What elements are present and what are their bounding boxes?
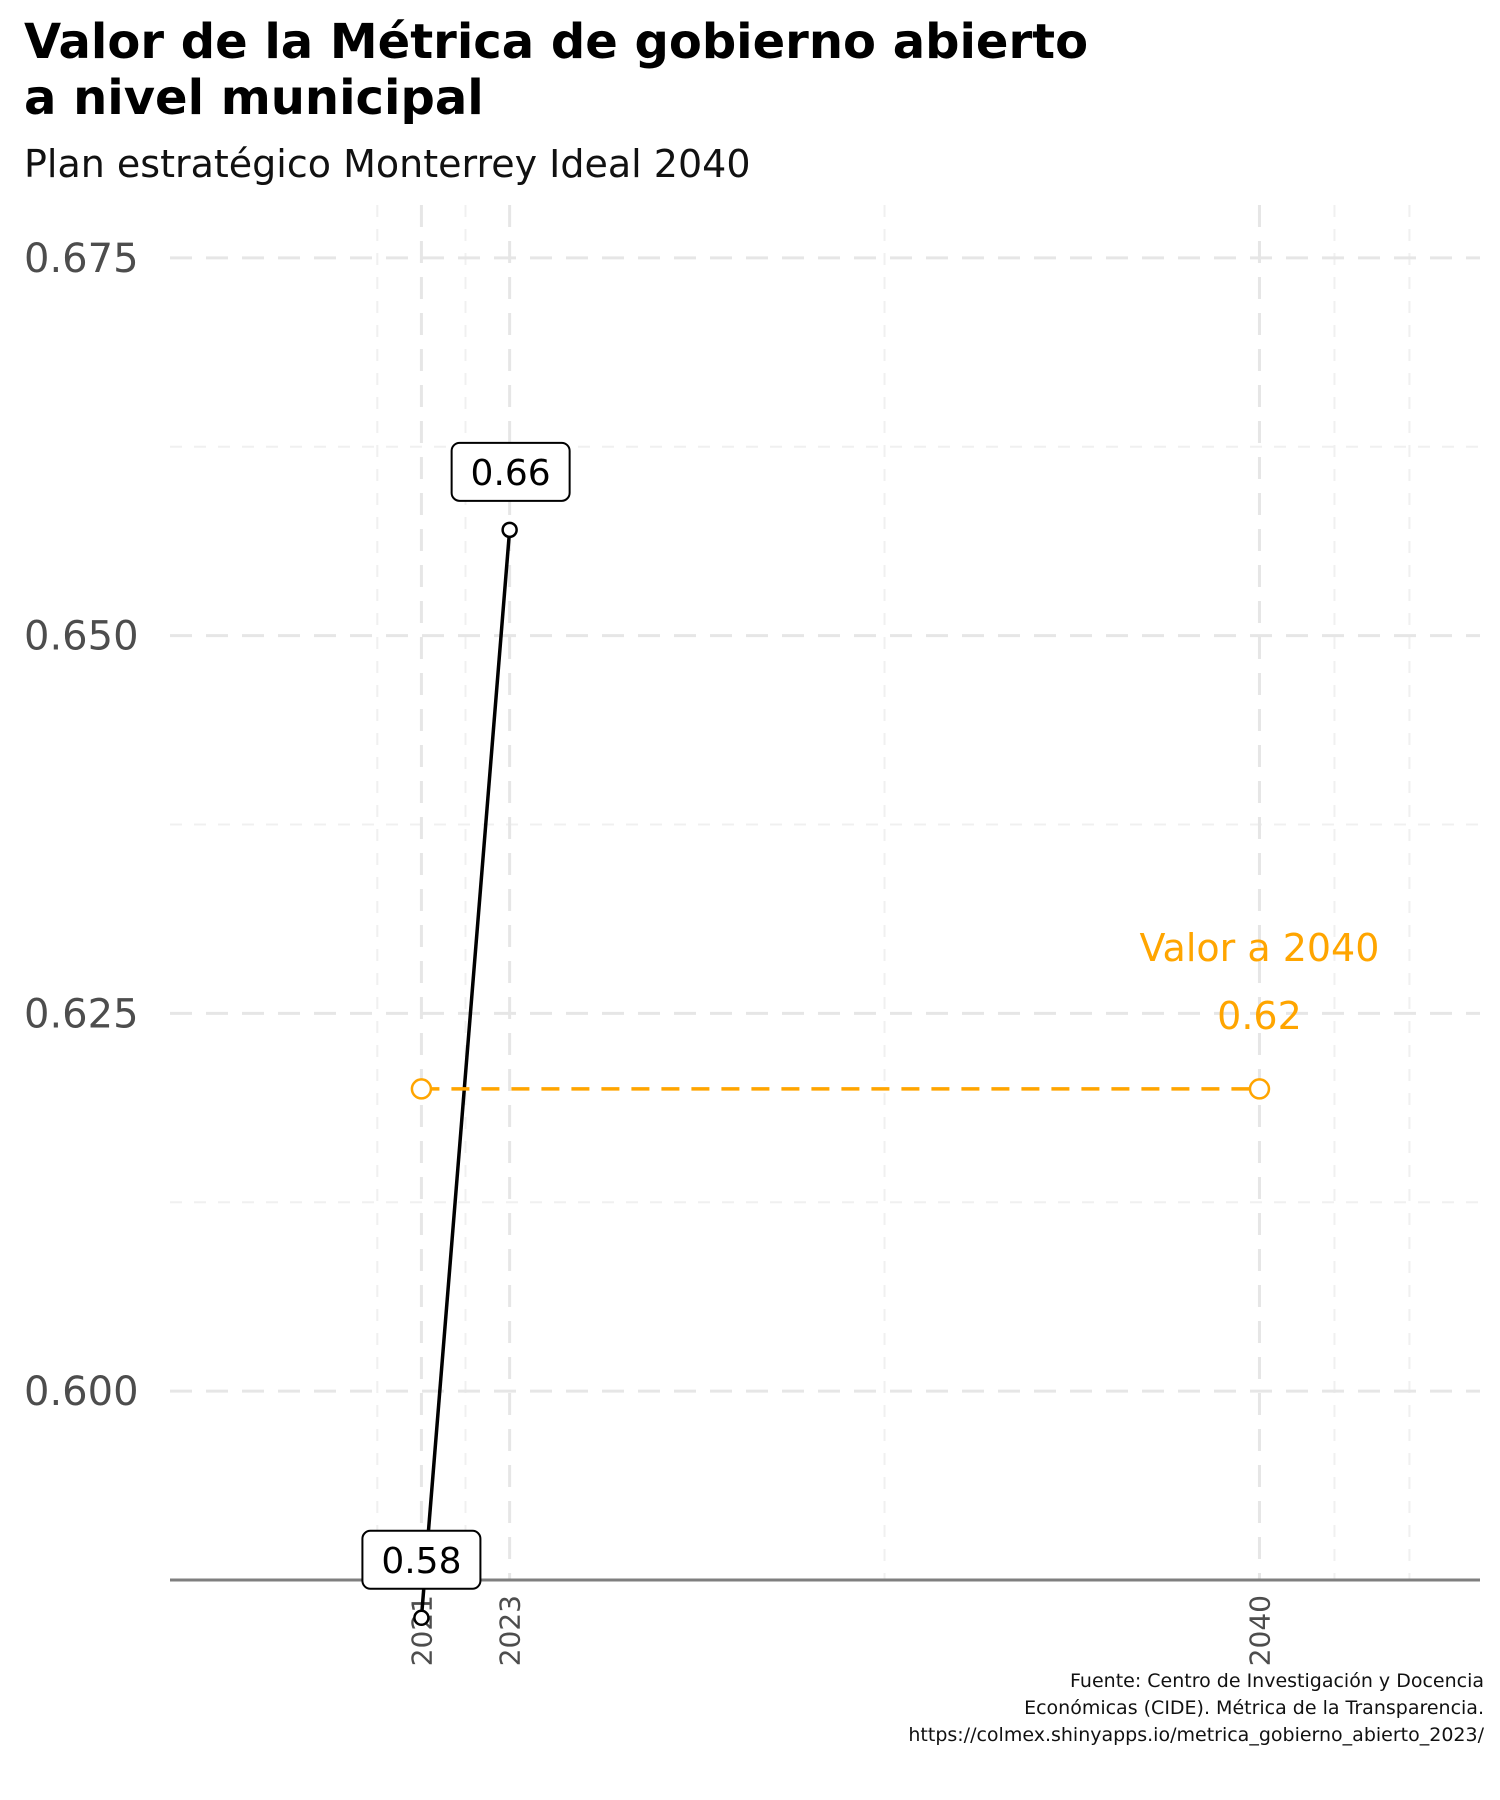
grid-major [170,205,1480,1580]
target-point [410,1078,433,1100]
x-tick-label: 2023 [494,1595,527,1666]
target-annotation-title: Valor a 2040 [1140,926,1380,970]
series-layer [410,521,1271,1627]
source-line-3: https://colmex.shinyapps.io/metrica_gobi… [908,1724,1484,1746]
chart-subtitle: Plan estratégico Monterrey Ideal 2040 [24,142,751,186]
source-line-2: Económicas (CIDE). Métrica de la Transpa… [1024,1697,1484,1719]
x-tick-label: 2040 [1243,1595,1276,1666]
chart-title: Valor de la Métrica de gobierno abierto … [24,14,1324,126]
chart-title-line-2: a nivel municipal [24,70,484,126]
data-labels: 0.58 0.66 [361,441,571,1590]
annotations: Valor a 2040 0.62 [1140,926,1380,1038]
y-tick-label: 0.625 [24,991,139,1037]
data-label: 0.58 [381,1541,461,1582]
y-tick-label: 0.650 [24,614,139,660]
source-line-1: Fuente: Centro de Investigación y Docenc… [1070,1670,1484,1692]
target-point [1248,1078,1271,1100]
source-caption: Fuente: Centro de Investigación y Docenc… [584,1668,1484,1749]
data-point [501,521,518,539]
x-axis-ticks: 2021 2023 2040 [405,1595,1276,1666]
y-axis-ticks: 0.600 0.625 0.650 0.675 [24,236,139,1415]
data-label: 0.66 [471,453,551,494]
target-annotation-value: 0.62 [1217,994,1302,1038]
data-label-box [450,441,571,502]
y-tick-label: 0.600 [24,1369,139,1415]
chart-title-line-1: Valor de la Métrica de gobierno abierto [24,14,1089,70]
data-label-box [361,1529,482,1590]
grid-minor [170,205,1480,1580]
y-tick-label: 0.675 [24,236,139,282]
metric-line [419,529,512,1618]
data-point [413,1609,430,1627]
